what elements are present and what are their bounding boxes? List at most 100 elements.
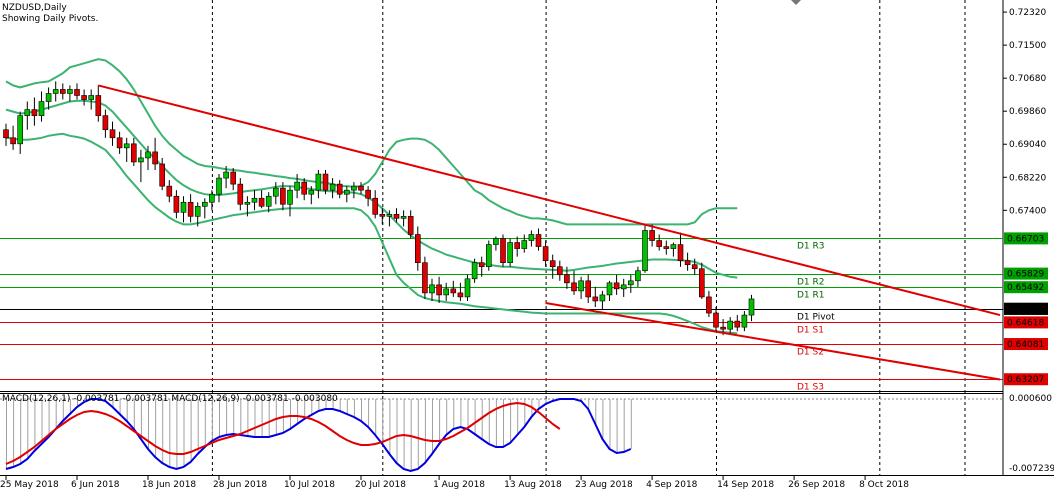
- pivot-price-tag-label: 0.66703: [1007, 234, 1044, 244]
- candle-body: [528, 234, 535, 241]
- candle-body: [209, 193, 215, 203]
- time-tick-label: 14 Sep 2018: [717, 480, 774, 490]
- candle-body: [358, 185, 364, 191]
- pivot-price-tag: [1004, 373, 1048, 386]
- candle-body: [131, 143, 137, 163]
- bollinger-upper-line: [5, 58, 738, 226]
- time-tick-label: 10 Jul 2018: [284, 480, 335, 490]
- time-tick-label: 28 Jun 2018: [213, 480, 267, 490]
- candle-body: [443, 288, 450, 296]
- candle-body: [351, 185, 357, 191]
- candle-body: [38, 101, 45, 116]
- candle-body: [649, 230, 655, 241]
- candle-body: [656, 240, 663, 247]
- candle-body: [507, 242, 513, 263]
- candle-body: [180, 201, 187, 213]
- macd-tick-label: 0.000600: [1009, 394, 1052, 404]
- pivot-price-tag: [1004, 338, 1048, 351]
- time-tick-label: 25 May 2018: [0, 480, 59, 490]
- candle-body: [322, 173, 329, 191]
- candle-body: [251, 197, 258, 203]
- candle-body: [414, 234, 421, 263]
- bollinger-middle-line: [5, 99, 738, 279]
- candle-body: [280, 187, 286, 205]
- candle-body: [457, 292, 464, 298]
- time-tick-label: 1 Aug 2018: [433, 480, 485, 490]
- candle-body: [244, 201, 251, 205]
- candle-body: [393, 214, 400, 219]
- candle-body: [379, 214, 386, 217]
- candle-body: [620, 284, 627, 290]
- candle-body: [95, 95, 102, 116]
- pivot-label: D1 S1: [797, 326, 824, 336]
- pivot-label: D1 Pivot: [797, 313, 835, 323]
- candle-body: [202, 201, 208, 207]
- candle-body: [81, 95, 87, 100]
- candle-body: [145, 151, 151, 159]
- pivot-price-tag: [1004, 232, 1048, 245]
- candle-body: [670, 244, 677, 249]
- candle-body: [471, 262, 478, 280]
- candle-body: [400, 216, 407, 219]
- candle-body: [258, 197, 265, 207]
- current-price-tag: [1004, 302, 1048, 315]
- pivot-label: D1 S3: [797, 383, 824, 393]
- candle-body: [365, 189, 371, 199]
- candle-body: [684, 260, 691, 266]
- candle-body: [585, 280, 592, 298]
- candle-body: [329, 183, 336, 191]
- pivot-price-tag: [1004, 316, 1048, 329]
- candle-body: [642, 230, 648, 272]
- candle-body: [436, 284, 442, 296]
- pivot-price-tag-label: 0.65829: [1007, 270, 1044, 280]
- candle-body: [3, 129, 9, 139]
- candle-body: [294, 181, 300, 191]
- candle-body: [223, 171, 229, 179]
- candle-body: [627, 280, 634, 286]
- candle-body: [45, 93, 52, 102]
- candle-body: [31, 109, 38, 116]
- candle-body: [422, 262, 428, 294]
- pivot-price-tag-label: 0.65492: [1007, 283, 1044, 293]
- chart-symbol-title: NZDUSD,Daily: [2, 3, 67, 13]
- candle-body: [24, 109, 31, 116]
- candle-body: [74, 89, 80, 96]
- time-tick-label: 20 Jul 2018: [355, 480, 406, 490]
- candle-body: [500, 238, 506, 263]
- pivot-price-tag-label: 0.64081: [1007, 340, 1044, 350]
- pivot-price-tag-label: 0.63207: [1007, 375, 1044, 385]
- candle-body: [88, 95, 94, 100]
- macd-signal-line: [5, 401, 561, 465]
- chart-shift-icon: [791, 0, 801, 5]
- candle-body: [564, 274, 570, 284]
- candle-body: [698, 268, 705, 298]
- candle-body: [613, 282, 620, 290]
- time-tick-label: 4 Sep 2018: [646, 480, 698, 490]
- candle-body: [663, 246, 670, 249]
- macd-label: MACD(12,26,1) -0.003781 -0.003781 MACD(1…: [2, 394, 338, 404]
- candle-body: [677, 244, 684, 261]
- candle-body: [138, 157, 144, 163]
- price-tick-label: 0.69860: [1009, 107, 1046, 117]
- time-tick-label: 18 Jun 2018: [142, 480, 196, 490]
- candle-body: [216, 177, 222, 195]
- macd-tick-label: -0.007239: [1009, 464, 1054, 474]
- pivot-label: D1 R1: [797, 291, 825, 301]
- candle-body: [571, 282, 577, 292]
- pivot-price-tag: [1004, 267, 1048, 280]
- candle-body: [748, 298, 755, 316]
- candle-body: [706, 296, 712, 314]
- candle-body: [535, 234, 542, 247]
- candle-body: [599, 294, 606, 302]
- price-tick-label: 0.70680: [1009, 74, 1046, 84]
- price-tick-label: 0.69040: [1009, 140, 1046, 150]
- candle-body: [230, 171, 236, 185]
- time-tick-label: 23 Aug 2018: [575, 480, 633, 490]
- pivot-label: D1 S2: [797, 348, 824, 358]
- candle-body: [287, 189, 293, 205]
- candle-body: [159, 163, 165, 187]
- current-price-label: 0.64955: [1007, 305, 1044, 315]
- bollinger-lower-line: [5, 132, 738, 335]
